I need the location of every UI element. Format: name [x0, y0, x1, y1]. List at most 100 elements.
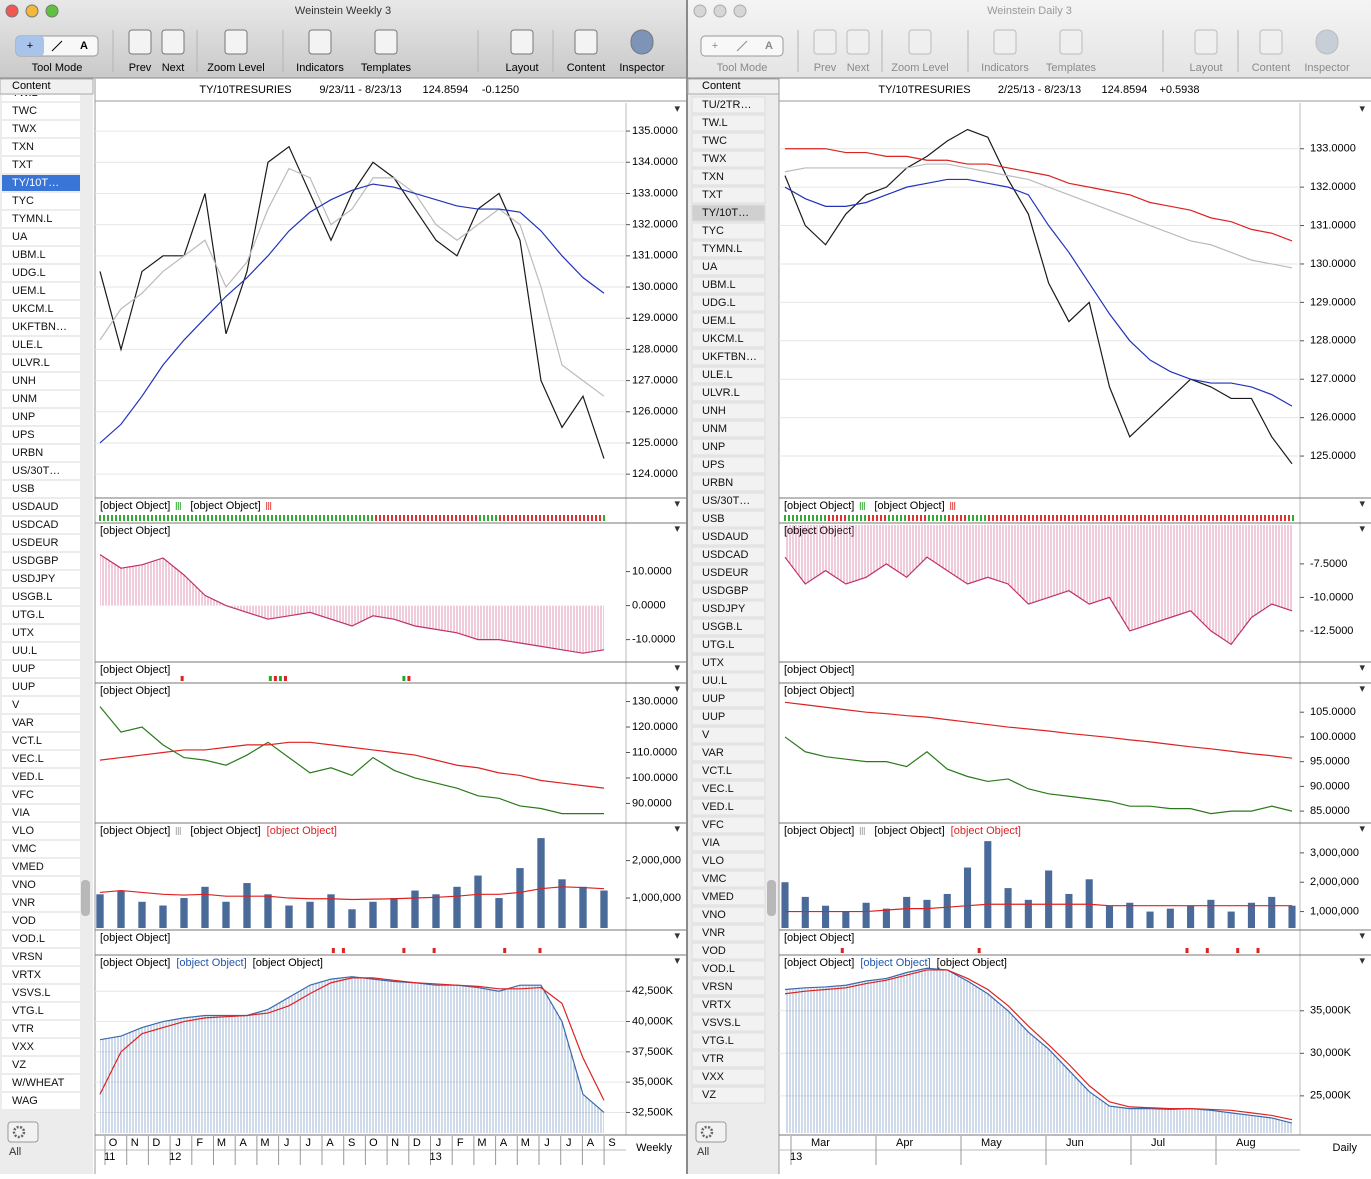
- symbol-row[interactable]: [2, 535, 80, 551]
- toolbar-label[interactable]: Tool Mode: [717, 62, 768, 74]
- symbol-label[interactable]: UU.L: [12, 645, 37, 657]
- symbol-label[interactable]: USB: [12, 483, 35, 495]
- symbol-row[interactable]: [691, 132, 766, 150]
- toolbar-icon[interactable]: [846, 29, 870, 55]
- symbol-row[interactable]: [2, 265, 80, 281]
- symbol-row[interactable]: [691, 312, 766, 330]
- symbol-label[interactable]: UNH: [702, 405, 726, 417]
- symbol-label[interactable]: TXN: [12, 141, 34, 153]
- symbol-row[interactable]: [2, 985, 80, 1001]
- symbol-label[interactable]: UNH: [12, 375, 36, 387]
- symbol-label[interactable]: ULVR.L: [702, 387, 740, 399]
- symbol-row[interactable]: [691, 618, 766, 636]
- symbol-row[interactable]: [691, 420, 766, 438]
- symbol-row[interactable]: [2, 517, 80, 533]
- toolbar-icon[interactable]: [128, 29, 152, 55]
- panel-menu[interactable]: ▾: [674, 955, 680, 967]
- symbol-row[interactable]: [691, 582, 766, 600]
- symbol-row[interactable]: [2, 445, 80, 461]
- symbol-row[interactable]: [2, 85, 80, 101]
- symbol-row[interactable]: [691, 708, 766, 726]
- symbol-label[interactable]: USDCAD: [702, 549, 749, 561]
- symbol-label[interactable]: VEC.L: [12, 753, 44, 765]
- symbol-label[interactable]: W/WHEAT: [12, 1077, 65, 1089]
- symbol-label[interactable]: VRSN: [12, 951, 43, 963]
- symbol-row[interactable]: [691, 258, 766, 276]
- panel-menu[interactable]: ▾: [1359, 662, 1365, 674]
- toolbar-label[interactable]: Zoom Level: [891, 62, 948, 74]
- symbol-row[interactable]: [2, 589, 80, 605]
- symbol-label[interactable]: TYC: [702, 225, 724, 237]
- symbol-label[interactable]: VTG.L: [12, 1005, 44, 1017]
- panel-menu[interactable]: ▾: [674, 823, 680, 835]
- symbol-label[interactable]: TYMN.L: [12, 213, 52, 225]
- symbol-row[interactable]: [691, 978, 766, 996]
- toolbar-label[interactable]: Indicators: [296, 62, 344, 74]
- toolbar-icon[interactable]: [374, 29, 398, 55]
- symbol-label[interactable]: VED.L: [702, 801, 734, 813]
- symbol-row[interactable]: [691, 1068, 766, 1086]
- symbol-row[interactable]: [691, 186, 766, 204]
- symbol-label[interactable]: TYMN.L: [702, 243, 742, 255]
- symbol-row[interactable]: [2, 841, 80, 857]
- toolbar-icon[interactable]: [1059, 29, 1083, 55]
- toolbar-icon[interactable]: [574, 29, 598, 55]
- symbol-label[interactable]: VIA: [12, 807, 30, 819]
- symbol-label[interactable]: VRSN: [702, 981, 733, 993]
- symbol-row[interactable]: [2, 157, 80, 173]
- toolbar-icon[interactable]: [1315, 29, 1339, 55]
- symbol-row[interactable]: [2, 139, 80, 155]
- symbol-row[interactable]: [691, 384, 766, 402]
- symbol-row[interactable]: [2, 193, 80, 209]
- symbol-row[interactable]: [691, 834, 766, 852]
- symbol-row[interactable]: [691, 168, 766, 186]
- symbol-row[interactable]: [691, 222, 766, 240]
- panel-menu[interactable]: ▾: [674, 498, 680, 510]
- symbol-label[interactable]: UNM: [702, 423, 727, 435]
- toolbar-icon[interactable]: [510, 29, 534, 55]
- symbol-row[interactable]: [691, 510, 766, 528]
- symbol-label[interactable]: USDJPY: [702, 603, 746, 615]
- symbol-label[interactable]: VEC.L: [702, 783, 734, 795]
- symbol-row[interactable]: [691, 150, 766, 168]
- symbol-row[interactable]: [2, 787, 80, 803]
- symbol-label[interactable]: TW.L: [12, 87, 38, 99]
- symbol-label[interactable]: VNO: [12, 879, 36, 891]
- symbol-label[interactable]: VMC: [702, 873, 727, 885]
- symbol-row[interactable]: [2, 1039, 80, 1055]
- symbol-row[interactable]: [2, 895, 80, 911]
- symbol-label[interactable]: UEM.L: [12, 285, 46, 297]
- symbol-row[interactable]: [691, 600, 766, 618]
- symbol-row[interactable]: [691, 96, 766, 114]
- toolbar-label[interactable]: Templates: [1046, 62, 1097, 74]
- symbol-row[interactable]: [2, 733, 80, 749]
- toolbar-label[interactable]: Templates: [361, 62, 412, 74]
- panel-menu[interactable]: ▾: [674, 662, 680, 674]
- symbol-label[interactable]: VRTX: [12, 969, 42, 981]
- symbol-label[interactable]: VXX: [12, 1041, 35, 1053]
- symbol-row[interactable]: [2, 337, 80, 353]
- symbol-row[interactable]: [2, 1003, 80, 1019]
- symbol-row[interactable]: [2, 607, 80, 623]
- panel-menu[interactable]: ▾: [674, 523, 680, 535]
- symbol-row[interactable]: [691, 204, 766, 222]
- symbol-row[interactable]: [2, 769, 80, 785]
- symbol-row[interactable]: [2, 283, 80, 299]
- symbol-label[interactable]: UEM.L: [702, 315, 736, 327]
- symbol-label[interactable]: USGB.L: [702, 621, 742, 633]
- symbol-label[interactable]: UPS: [702, 459, 725, 471]
- symbol-row[interactable]: [2, 877, 80, 893]
- symbol-row[interactable]: [2, 409, 80, 425]
- period-label[interactable]: Weekly: [636, 1142, 672, 1154]
- period-label[interactable]: Daily: [1333, 1142, 1358, 1154]
- symbol-row[interactable]: [691, 906, 766, 924]
- symbol-label[interactable]: VNO: [702, 909, 726, 921]
- toolbar-label[interactable]: Next: [847, 62, 870, 74]
- symbol-row[interactable]: [2, 859, 80, 875]
- symbol-label[interactable]: WAG: [12, 1095, 38, 1107]
- symbol-label[interactable]: VNR: [702, 927, 725, 939]
- symbol-label[interactable]: UUP: [702, 693, 725, 705]
- symbol-row[interactable]: [691, 816, 766, 834]
- symbol-label[interactable]: TY/10T…: [12, 177, 59, 189]
- symbol-row[interactable]: [2, 571, 80, 587]
